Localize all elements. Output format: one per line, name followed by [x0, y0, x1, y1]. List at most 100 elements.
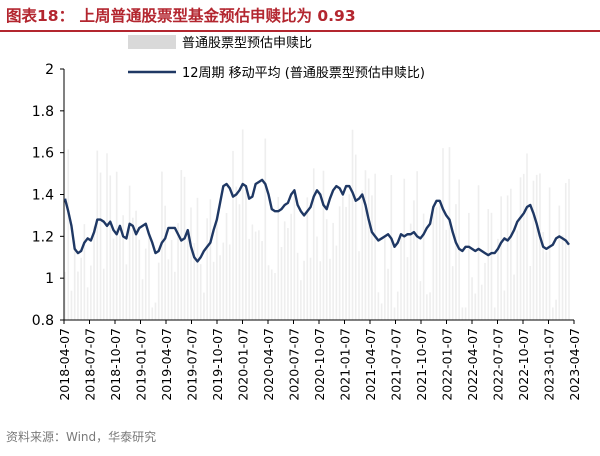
weekly-bar — [367, 178, 370, 320]
weekly-bar — [516, 230, 519, 320]
weekly-bars — [64, 129, 570, 320]
weekly-bar — [283, 221, 286, 320]
weekly-bar — [177, 223, 179, 320]
weekly-bar — [500, 196, 502, 320]
weekly-bar — [400, 234, 402, 320]
weekly-bar — [148, 234, 150, 320]
weekly-bar — [225, 213, 228, 320]
weekly-bar — [164, 205, 166, 320]
weekly-bar — [438, 205, 441, 320]
x-tick-label: 2020-07-07 — [287, 328, 302, 401]
weekly-bar — [348, 194, 351, 320]
source-note: 资料来源：Wind，华泰研究 — [6, 430, 157, 444]
weekly-bar — [209, 199, 212, 320]
x-tick-label: 2019-04-07 — [159, 328, 174, 401]
moving-average-line — [63, 178, 570, 263]
weekly-bar — [345, 206, 347, 320]
title-rule — [0, 30, 600, 32]
weekly-bar — [119, 235, 121, 320]
weekly-bar — [293, 189, 296, 320]
weekly-bar — [270, 269, 273, 320]
y-tick-label: 1.8 — [32, 104, 54, 120]
weekly-bar — [170, 239, 173, 320]
y-axis: 0.8 1 1.2 1.4 1.6 1.8 2 — [32, 62, 64, 329]
weekly-bar — [206, 218, 208, 320]
weekly-bar — [529, 266, 532, 320]
weekly-bar — [312, 168, 315, 320]
weekly-bar — [96, 150, 99, 320]
weekly-bar — [167, 259, 170, 320]
weekly-bar — [144, 248, 147, 320]
x-tick-label: 2022-01-07 — [440, 328, 455, 401]
weekly-bar — [387, 268, 389, 320]
weekly-bar — [384, 237, 386, 320]
weekly-bar — [106, 153, 108, 320]
chart-area: 0.811.21.41.61.82 2018-04-07 2018-07-07 20… — [32, 35, 582, 401]
weekly-bar — [503, 290, 506, 320]
weekly-bar — [277, 196, 280, 320]
weekly-bar — [338, 206, 341, 320]
x-tick-label: 2022-10-07 — [516, 328, 531, 401]
weekly-bar — [264, 138, 267, 320]
weekly-bar — [448, 147, 451, 320]
weekly-bar — [203, 292, 205, 320]
weekly-bar — [248, 238, 250, 320]
weekly-bar — [484, 262, 486, 320]
weekly-bar — [157, 262, 160, 320]
weekly-bar — [552, 307, 554, 320]
legend: 普通股票型预估申赎比 12周期 移动平均 (普通股票型预估申赎比) — [128, 35, 425, 81]
weekly-bar — [474, 293, 477, 320]
x-tick-label: 2022-04-07 — [465, 328, 480, 401]
weekly-bar — [325, 219, 328, 320]
x-tick-label: 2021-01-07 — [338, 328, 353, 401]
weekly-bar — [464, 307, 467, 320]
weekly-bar — [183, 176, 186, 320]
weekly-bar — [445, 229, 448, 320]
weekly-bar — [251, 224, 254, 320]
weekly-bar — [128, 185, 131, 320]
page-title: 图表18： 上周普通股票型基金预估申赎比为 0.93 — [6, 7, 356, 25]
weekly-bar — [219, 255, 221, 320]
weekly-bar — [322, 170, 325, 320]
weekly-bar — [377, 292, 380, 320]
weekly-bar — [455, 204, 457, 320]
weekly-bar — [364, 170, 367, 320]
weekly-bar — [535, 174, 538, 320]
weekly-bar — [199, 264, 202, 320]
y-tick-label: 1 — [45, 271, 54, 287]
weekly-bar — [228, 244, 231, 320]
weekly-bar — [358, 251, 360, 320]
weekly-bar — [329, 258, 331, 320]
weekly-bar — [122, 215, 124, 320]
legend-label-ma: 12周期 移动平均 (普通股票型预估申赎比) — [182, 66, 425, 81]
weekly-bar — [254, 231, 257, 320]
weekly-bar — [67, 149, 70, 320]
weekly-bar — [309, 257, 312, 320]
x-tick-label: 2021-10-07 — [414, 328, 429, 401]
weekly-bar — [154, 302, 157, 320]
weekly-bar — [138, 239, 141, 320]
x-tick-label: 2023-01-07 — [542, 328, 557, 401]
weekly-bar — [261, 241, 263, 320]
weekly-bar — [222, 242, 225, 320]
weekly-bar — [393, 307, 396, 320]
weekly-bar — [193, 243, 196, 320]
weekly-bar — [290, 213, 292, 320]
weekly-bar — [190, 207, 192, 320]
weekly-bar — [493, 307, 496, 320]
weekly-bar — [274, 273, 276, 320]
weekly-bar — [180, 170, 183, 320]
weekly-bar — [542, 231, 544, 320]
weekly-bar — [241, 129, 244, 320]
weekly-bar — [561, 235, 564, 320]
x-tick-label: 2022-07-07 — [491, 328, 506, 401]
x-tick-label: 2019-07-07 — [185, 328, 200, 401]
weekly-bar — [406, 257, 409, 320]
weekly-bar — [380, 303, 383, 320]
weekly-bar — [371, 195, 373, 320]
weekly-bar — [480, 284, 483, 320]
weekly-bar — [461, 307, 464, 320]
weekly-bar — [174, 271, 176, 320]
weekly-bar — [287, 228, 289, 320]
weekly-bar — [374, 173, 376, 320]
